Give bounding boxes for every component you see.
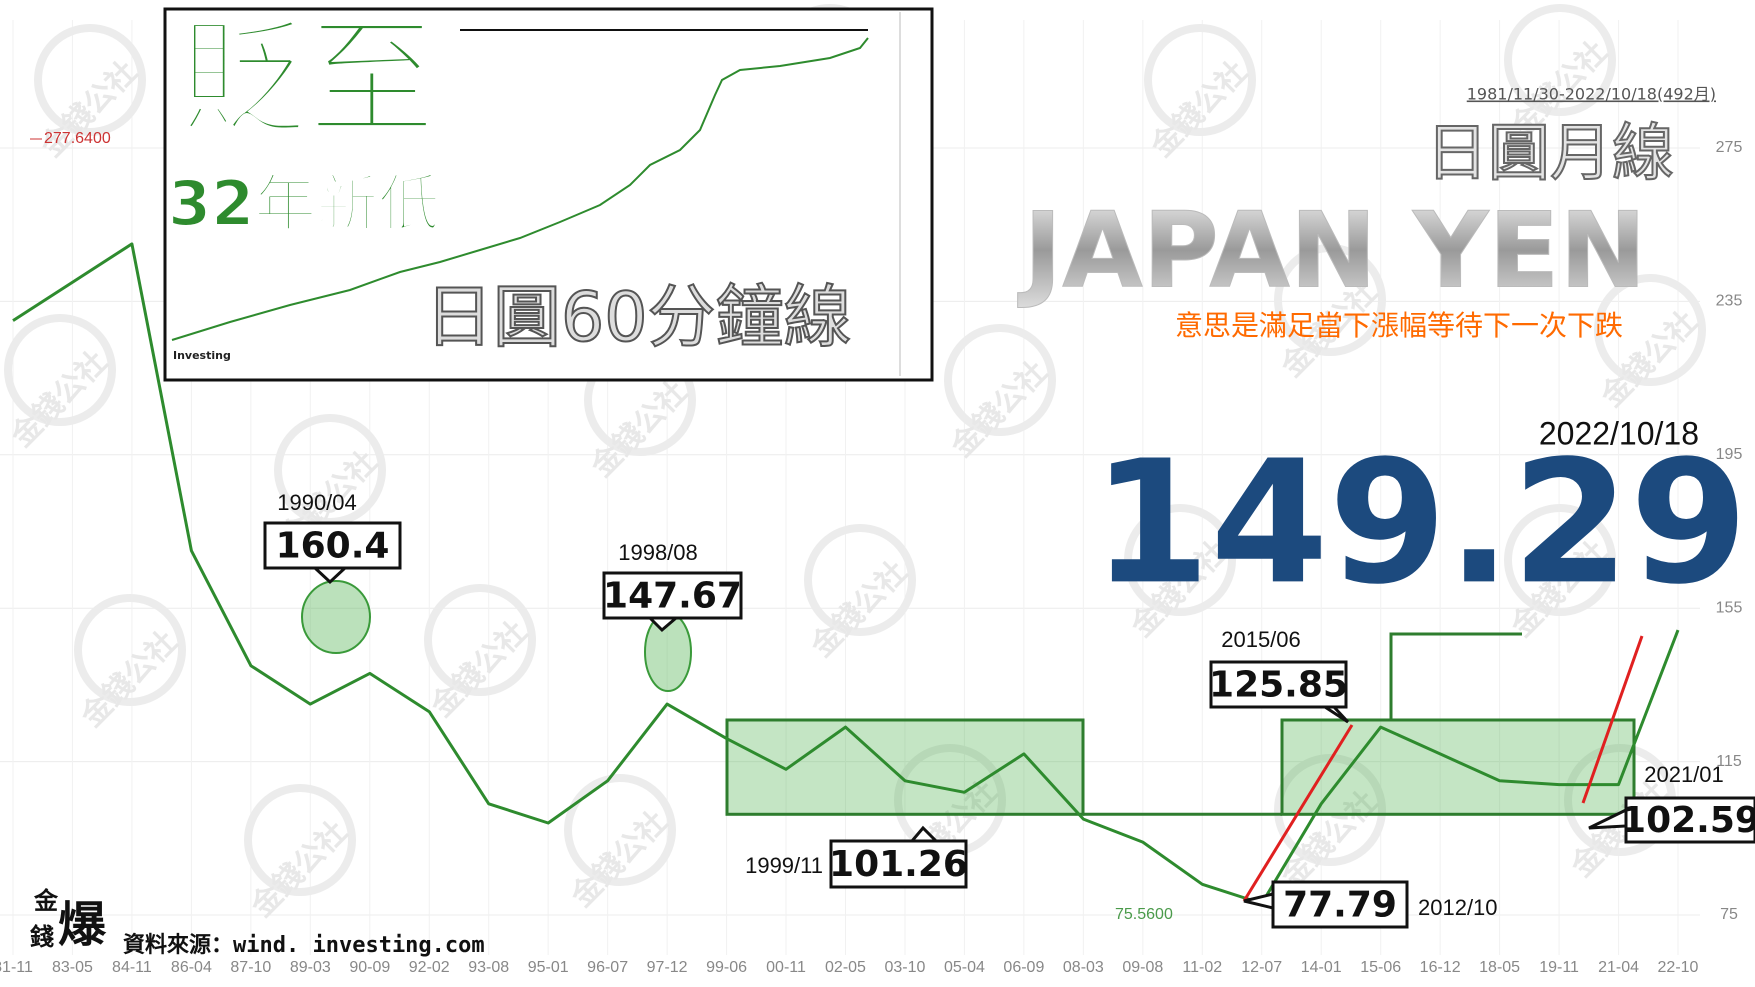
logo-top: 金 [33,887,59,915]
peak-circle [301,580,371,654]
latest-value: 149.29 [1092,424,1748,622]
callout-value: 125.85 [1209,665,1348,706]
x-tick-label: 16-12 [1420,959,1461,976]
inset-frame [163,7,934,382]
callout-box [1624,796,1755,844]
y-tick-label: 275 [1716,139,1743,156]
watermark-seal [244,784,356,896]
y-tick-label: 115 [1716,753,1742,770]
x-tick-label: 08-03 [1063,959,1104,976]
x-tick-label: 03-10 [885,959,926,976]
watermark-seal [4,314,116,426]
inset-price-line [171,37,869,341]
watermark-seal [424,584,536,696]
x-tick-label: 93-08 [468,959,509,976]
callout-date: 1998/08 [618,540,698,565]
callout-date: 2015/06 [1221,627,1301,652]
callout-date: 1990/04 [277,490,357,515]
date-range: 1981/11/30-2022/10/18(492月) [1467,85,1716,104]
watermark-seal [1504,504,1616,616]
callout-box [1209,660,1348,709]
inset-brand: Investing [173,349,231,362]
chart-title-en: JAPAN YEN [1018,189,1647,311]
x-tick-label: 00-11 [766,959,806,976]
logo-main: 爆 [58,897,107,953]
price-line [12,242,1680,905]
callout-date: 2012/10 [1418,895,1498,920]
callout-box [1271,880,1409,929]
y-tick-label: 155 [1716,599,1743,616]
x-tick-label: 14-01 [1301,959,1342,976]
x-tick-label: 18-05 [1479,959,1520,976]
inset-headline: 貶至 [180,5,436,154]
target-line [1389,632,1522,720]
callout-box [602,571,743,620]
watermark-seal [1124,504,1236,616]
watermark-seal [1594,274,1706,386]
watermark-seal [1144,24,1256,136]
x-tick-label: 84-11 [112,959,152,976]
extreme-label: 277.6400 [44,130,111,147]
source: 資料來源：wind. investing.com [123,932,485,958]
callout-value: 147.67 [603,576,742,617]
range-box [1280,718,1636,816]
x-tick-label: 09-08 [1122,959,1163,976]
x-tick-label: 83-05 [52,959,93,976]
watermark-seal [1274,244,1386,356]
x-tick-label: 87-10 [230,959,271,976]
chart-title: 日圓月線 [1426,116,1674,189]
y-tick-label: 195 [1716,446,1743,463]
x-tick-label: 96-07 [587,959,628,976]
x-tick-label: 97-12 [647,959,688,976]
watermark-seal [804,524,916,636]
watermark-seal [1504,4,1616,116]
x-tick-label: 02-05 [825,959,866,976]
range-box [725,718,1085,816]
callout-value: 77.79 [1283,885,1397,926]
callout-date: 1999/11 [745,853,823,878]
latest-date: 2022/10/18 [1539,415,1699,451]
callout-value: 160.4 [276,526,390,567]
y-tick-label: 235 [1716,293,1743,310]
callout-date: 2021/01 [1644,762,1724,787]
callout-box [829,839,968,889]
x-tick-label: 81-11 [0,959,33,976]
x-tick-label: 89-03 [290,959,331,976]
x-tick-label: 99-06 [706,959,747,976]
x-tick-label: 05-04 [944,959,985,976]
x-tick-label: 15-06 [1360,959,1401,976]
callout-box [263,521,402,570]
plot: 277.6400 75.5600 160.4 1990/04 147.67 1998/08… [12,130,1755,929]
extreme-label: 75.5600 [1115,906,1173,923]
note: 意思是滿足當下漲幅等待下一次下跌 [1175,309,1623,342]
trend-line [1581,635,1644,804]
watermark-seal [74,594,186,706]
trend-line [1242,724,1354,902]
inset-subheadline: 32年新低 [168,167,440,240]
x-tick-label: 12-07 [1241,959,1282,976]
callout-value: 102.59 [1621,800,1755,841]
footer: 金 錢 爆 資料來源：wind. investing.com [30,887,485,958]
x-tick-label: 06-09 [1003,959,1044,976]
watermark-seal [564,774,676,886]
inset: 貶至 32年新低 日圓60分鐘線 Investing [163,4,934,382]
x-tick-label: 95-01 [528,959,569,976]
x-tick-label: 22-10 [1658,959,1699,976]
x-tick-label: 11-02 [1182,959,1222,976]
x-tick-label: 21-04 [1598,959,1639,976]
x-tick-label: 86-04 [171,959,212,976]
y-tick-label: 75 [1720,906,1738,923]
inset-caption: 日圓60分鐘線 [425,279,852,358]
x-tick-label: 19-11 [1539,959,1579,976]
x-tick-label: 90-09 [349,959,390,976]
watermark-seal [34,24,146,136]
watermark-seal [944,324,1056,436]
callout-value: 101.26 [829,844,968,885]
x-tick-label: 92-02 [409,959,450,976]
logo-mid: 錢 [30,923,54,951]
